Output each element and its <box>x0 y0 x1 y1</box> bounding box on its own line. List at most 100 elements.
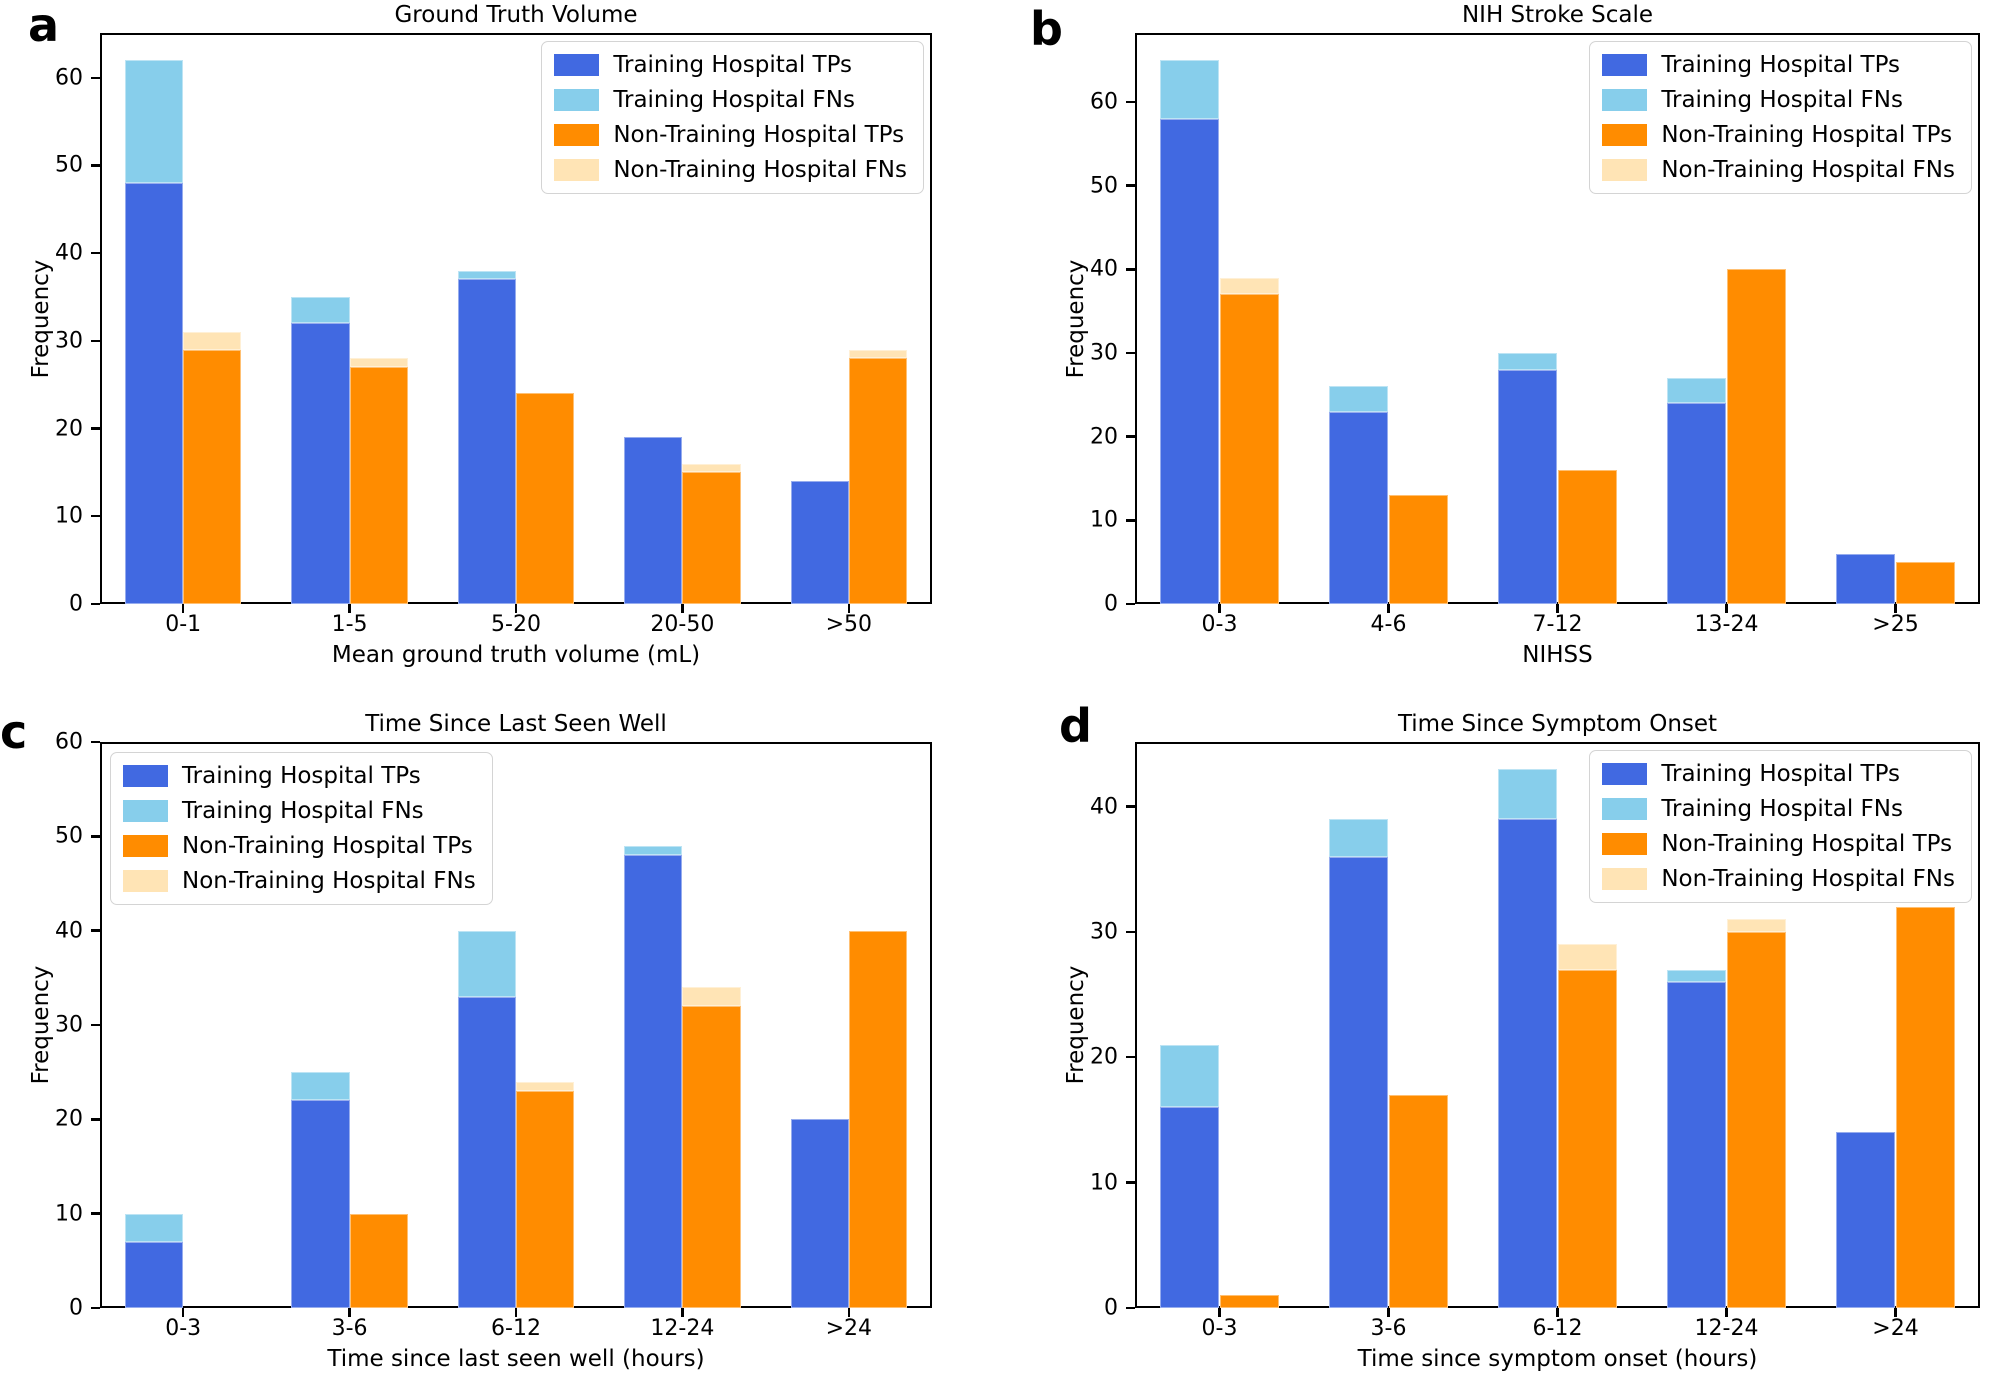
bar-training-hospital-tps <box>124 182 184 604</box>
legend-swatch-training-hospital-tps <box>123 765 168 787</box>
legend-swatch-non-training-hospital-fns <box>1602 159 1648 181</box>
legend-label: Non-Training Hospital FNs <box>1661 866 1955 892</box>
bar-training-hospital-fns <box>457 930 516 997</box>
x-tick-mark <box>1387 1308 1390 1317</box>
chart-title: Time Since Symptom Onset <box>1397 711 1718 737</box>
bar-training-hospital-fns <box>124 60 184 183</box>
panel-letter-a: a <box>28 0 60 52</box>
y-tick-label: 30 <box>1090 919 1118 945</box>
bar-training-hospital-fns <box>1329 386 1389 412</box>
x-tick-label: 0-3 <box>1201 612 1238 637</box>
y-tick-mark <box>91 1212 100 1215</box>
x-tick-mark <box>1894 1308 1897 1317</box>
y-tick-label: 50 <box>55 152 83 178</box>
x-tick-mark <box>1894 604 1897 613</box>
y-tick-label: 40 <box>55 240 83 266</box>
y-tick-label: 0 <box>69 591 83 617</box>
x-tick-mark <box>1218 604 1221 613</box>
bar-non-training-hospital-tps <box>516 1091 575 1308</box>
x-tick-label: 12-24 <box>1694 1316 1759 1341</box>
legend-label: Non-Training Hospital TPs <box>613 122 905 148</box>
legend-item: Training Hospital TPs <box>123 763 476 789</box>
legend-label: Non-Training Hospital FNs <box>613 157 907 183</box>
legend-item: Non-Training Hospital FNs <box>554 157 907 183</box>
bar-training-hospital-tps <box>790 1119 849 1308</box>
y-tick-label: 10 <box>1090 1170 1118 1196</box>
bar-training-hospital-tps <box>1329 411 1389 604</box>
bar-training-hospital-tps <box>1836 1132 1896 1308</box>
x-tick-mark <box>1387 604 1390 613</box>
bar-non-training-hospital-tps <box>1219 294 1279 604</box>
x-tick-label: >25 <box>1872 612 1919 637</box>
y-tick-label: 20 <box>55 1106 83 1132</box>
bar-training-hospital-tps <box>1160 118 1220 604</box>
bar-training-hospital-fns <box>1498 353 1558 370</box>
x-tick-label: 0-3 <box>165 1316 202 1341</box>
bar-training-hospital-tps <box>1667 982 1727 1308</box>
legend-item: Training Hospital TPs <box>1602 52 1955 78</box>
legend-item: Non-Training Hospital TPs <box>554 122 907 148</box>
x-tick-label: >50 <box>825 612 873 637</box>
y-tick-mark <box>91 835 100 838</box>
y-tick-mark <box>1126 268 1135 271</box>
legend-label: Training Hospital FNs <box>613 87 855 113</box>
bar-non-training-hospital-tps <box>1726 269 1786 604</box>
bar-training-hospital-fns <box>291 297 350 324</box>
y-tick-label: 10 <box>55 1201 83 1227</box>
bar-training-hospital-tps <box>624 855 683 1308</box>
bar-non-training-hospital-tps <box>1895 562 1955 604</box>
legend-item: Non-Training Hospital TPs <box>1602 122 1955 148</box>
legend-box: Training Hospital TPs Training Hospital F… <box>1589 41 1972 194</box>
legend-item: Non-Training Hospital TPs <box>1602 831 1955 857</box>
y-tick-mark <box>1126 1306 1135 1310</box>
x-tick-label: 4-6 <box>1370 612 1407 637</box>
y-tick-mark <box>91 515 100 518</box>
y-tick-mark <box>91 602 100 606</box>
legend-label: Non-Training Hospital FNs <box>182 868 476 894</box>
bar-training-hospital-tps <box>457 279 516 604</box>
bar-non-training-hospital-fns <box>1219 277 1279 295</box>
chart-panel-a: a Ground Truth Volume Frequency Mean ground… <box>0 0 1003 689</box>
y-tick-mark <box>1126 1056 1135 1059</box>
chart-title: Time Since Last Seen Well <box>365 711 667 737</box>
x-tick-label: 0-1 <box>165 612 202 637</box>
y-tick-label: 60 <box>55 65 83 91</box>
bar-training-hospital-tps <box>1498 369 1558 604</box>
y-tick-label: 20 <box>55 416 83 442</box>
x-tick-mark <box>1725 604 1728 613</box>
bar-non-training-hospital-tps <box>848 358 908 604</box>
bar-non-training-hospital-tps <box>1388 1094 1448 1308</box>
bar-non-training-hospital-tps <box>1726 931 1786 1308</box>
x-tick-label: 6-12 <box>1532 1316 1583 1341</box>
x-tick-mark <box>514 604 518 613</box>
bar-non-training-hospital-tps <box>682 1006 741 1308</box>
legend-swatch-training-hospital-tps <box>554 54 600 76</box>
bar-training-hospital-tps <box>291 1100 350 1308</box>
x-tick-mark <box>1218 1308 1221 1317</box>
x-tick-mark <box>1556 604 1559 613</box>
panel-letter-b: b <box>1030 2 1063 56</box>
y-tick-mark <box>1126 1181 1135 1184</box>
legend-label: Non-Training Hospital TPs <box>1661 831 1953 857</box>
x-tick-label: 6-12 <box>491 1316 541 1341</box>
bar-training-hospital-fns <box>457 270 516 280</box>
chart-panel-c: c Time Since Last Seen Well Frequency Time … <box>0 689 1003 1378</box>
y-tick-mark <box>1126 435 1135 438</box>
y-tick-label: 30 <box>1090 340 1118 366</box>
legend-label: Training Hospital TPs <box>182 763 421 789</box>
legend-label: Training Hospital FNs <box>1661 796 1903 822</box>
bar-training-hospital-fns <box>1667 969 1727 983</box>
y-tick-label: 0 <box>1104 1295 1118 1321</box>
legend-label: Training Hospital TPs <box>1661 761 1901 787</box>
legend-label: Non-Training Hospital TPs <box>182 833 473 859</box>
y-tick-mark <box>91 929 100 932</box>
bar-non-training-hospital-tps <box>516 393 575 604</box>
legend-swatch-non-training-hospital-tps <box>1602 124 1648 146</box>
y-tick-mark <box>91 1118 100 1121</box>
y-tick-mark <box>91 339 100 343</box>
panel-letter-c: c <box>0 705 28 759</box>
x-tick-mark <box>847 604 850 613</box>
chart-title: NIH Stroke Scale <box>1461 2 1654 28</box>
bar-training-hospital-fns <box>1160 60 1220 119</box>
